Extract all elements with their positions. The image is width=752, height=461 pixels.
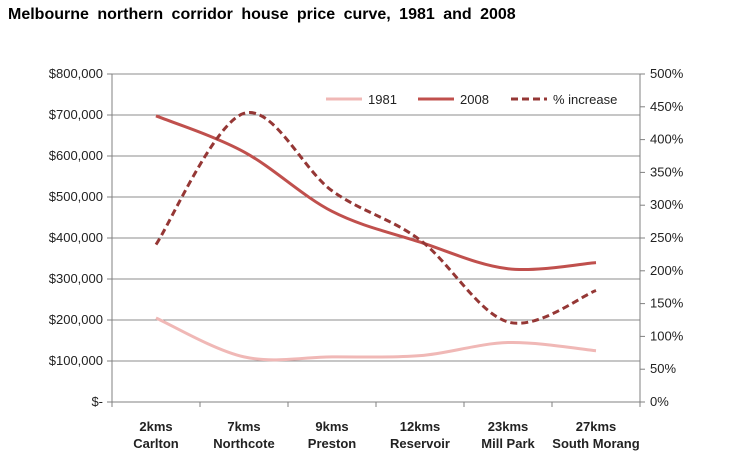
y-right-tick-label: 200% bbox=[650, 263, 684, 278]
y-left-tick-label: $700,000 bbox=[49, 107, 103, 122]
x-category-label: 9kms Preston bbox=[308, 419, 356, 451]
series-line-2008 bbox=[155, 114, 597, 272]
gridlines bbox=[112, 73, 640, 362]
legend-label-increase: % increase bbox=[553, 92, 617, 107]
y-right-tick-label: 350% bbox=[650, 164, 684, 179]
x-category-label: 2kms Carlton bbox=[133, 419, 179, 451]
legend-label-2008: 2008 bbox=[460, 92, 489, 107]
legend: 1981 2008 % increase bbox=[326, 92, 617, 107]
y-left-tick-label: $300,000 bbox=[49, 271, 103, 286]
x-axis-category-labels: 2kms Carlton 7kms Northcote 9kms Preston 12kms… bbox=[133, 419, 639, 451]
y-right-tick-label: 400% bbox=[650, 132, 684, 147]
series-line-increase bbox=[154, 111, 597, 325]
legend-label-1981: 1981 bbox=[368, 92, 397, 107]
x-category-label: 7kms Northcote bbox=[213, 419, 274, 451]
y-left-tick-label: $600,000 bbox=[49, 148, 103, 163]
y-left-tick-label: $- bbox=[91, 394, 103, 409]
y-left-tick-label: $200,000 bbox=[49, 312, 103, 327]
y-right-tick-label: 150% bbox=[650, 296, 684, 311]
y-right-tick-label: 100% bbox=[650, 328, 684, 343]
y-left-tick-label: $100,000 bbox=[49, 353, 103, 368]
axes bbox=[107, 73, 645, 407]
series-lines bbox=[154, 111, 597, 362]
x-category-label: 12kms Reservoir bbox=[390, 419, 450, 451]
series-line-1981 bbox=[155, 316, 597, 362]
y-right-tick-label: 500% bbox=[650, 66, 684, 81]
y-right-tick-label: 0% bbox=[650, 394, 669, 409]
x-category-label: 27kms South Morang bbox=[552, 419, 639, 451]
y-right-tick-label: 450% bbox=[650, 99, 684, 114]
x-category-label: 23kms Mill Park bbox=[481, 419, 535, 451]
y-axis-right-labels: 0% 50% 100% 150% 200% 250% 300% 350% 400% 450% 500… bbox=[650, 66, 684, 409]
y-right-tick-label: 300% bbox=[650, 197, 684, 212]
y-axis-left-labels: $- $100,000 $200,000 $300,000 $400,000 $500,0… bbox=[49, 66, 103, 409]
chart-title: Melbourne northern corridor house price … bbox=[8, 6, 516, 23]
y-left-tick-label: $500,000 bbox=[49, 189, 103, 204]
y-right-tick-label: 250% bbox=[650, 230, 684, 245]
y-left-tick-label: $800,000 bbox=[49, 66, 103, 81]
y-left-tick-label: $400,000 bbox=[49, 230, 103, 245]
y-right-tick-label: 50% bbox=[650, 361, 676, 376]
